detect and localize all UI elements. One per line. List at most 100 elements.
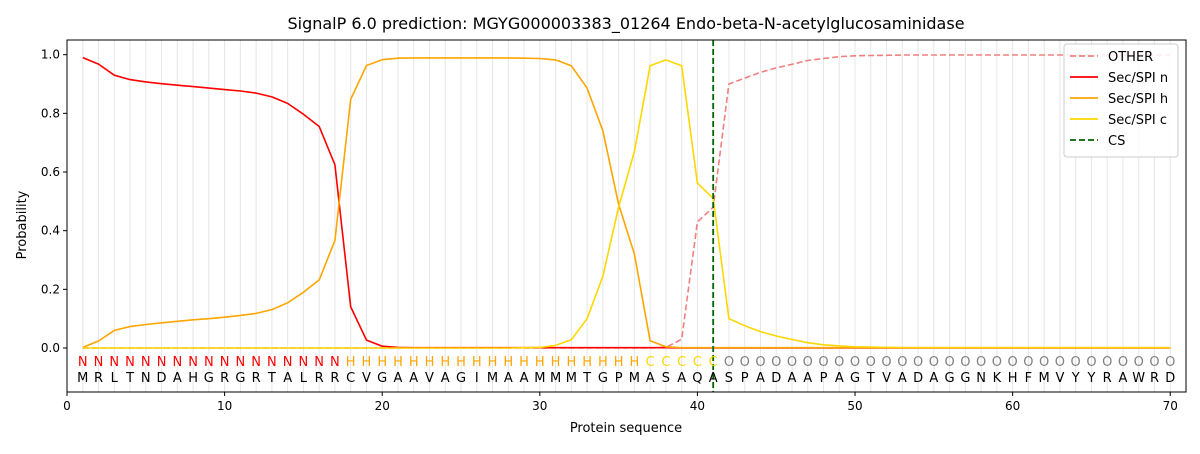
residue-label: V <box>882 371 891 386</box>
residue-label: A <box>520 371 529 386</box>
residue-label: M <box>1039 371 1050 386</box>
residue-label: M <box>534 371 545 386</box>
region-label: H <box>488 355 498 370</box>
region-label: H <box>409 355 419 370</box>
residue-label: Y <box>1071 371 1080 386</box>
region-label: O <box>976 355 986 370</box>
region-label: O <box>724 355 734 370</box>
residue-label: R <box>252 371 261 386</box>
residue-label: G <box>204 371 214 386</box>
residue-label: Y <box>1086 371 1095 386</box>
legend-label: Sec/SPI c <box>1108 113 1167 128</box>
region-label: N <box>78 355 88 370</box>
series-layer <box>82 40 1171 392</box>
x-tick-label: 0 <box>63 399 71 413</box>
region-label: O <box>881 355 891 370</box>
residue-label: S <box>725 371 733 386</box>
region-label: O <box>1008 355 1018 370</box>
residue-label: A <box>677 371 686 386</box>
y-tick-label: 0.0 <box>41 341 60 355</box>
region-label: O <box>1118 355 1128 370</box>
region-label: H <box>551 355 561 370</box>
residue-label: P <box>741 371 749 386</box>
region-label: O <box>897 355 907 370</box>
legend-label: Sec/SPI h <box>1108 92 1168 107</box>
region-label: H <box>346 355 356 370</box>
residue-label: A <box>283 371 292 386</box>
region-label: O <box>944 355 954 370</box>
region-label: H <box>598 355 608 370</box>
residue-label: I <box>475 371 479 386</box>
residue-label: A <box>709 371 718 386</box>
residue-label: V <box>425 371 434 386</box>
region-label: C <box>709 355 718 370</box>
region-label: H <box>629 355 639 370</box>
x-tick-label: 20 <box>375 399 390 413</box>
residue-label: M <box>550 371 561 386</box>
residue-label: A <box>409 371 418 386</box>
residue-label: T <box>125 371 134 386</box>
y-axis-label: Probability <box>15 190 30 259</box>
residue-label: V <box>1055 371 1064 386</box>
region-label: N <box>94 355 104 370</box>
residue-label: A <box>788 371 797 386</box>
residue-label: M <box>487 371 498 386</box>
residue-label: P <box>615 371 623 386</box>
region-label: H <box>566 355 576 370</box>
residue-label: R <box>330 371 339 386</box>
residue-label: G <box>377 371 387 386</box>
residue-label: G <box>960 371 970 386</box>
residue-label: T <box>582 371 591 386</box>
region-label: N <box>125 355 135 370</box>
residue-label: S <box>662 371 670 386</box>
residue-label: R <box>315 371 324 386</box>
region-label: H <box>519 355 529 370</box>
legend-label: OTHER <box>1108 50 1153 65</box>
region-label: O <box>1134 355 1144 370</box>
axes-layer: 0 10 20 30 40 50 60 70 0.0 0.2 0.4 0.6 0.8 1.0 <box>41 39 1187 413</box>
x-tick-label: 60 <box>1005 399 1020 413</box>
residue-label: R <box>220 371 229 386</box>
region-label: H <box>362 355 372 370</box>
region-label: H <box>503 355 513 370</box>
x-tick-label: 30 <box>532 399 547 413</box>
residue-label: P <box>820 371 828 386</box>
y-tick-label: 0.4 <box>41 224 60 238</box>
residue-label: D <box>771 371 781 386</box>
region-label: C <box>646 355 655 370</box>
region-label: O <box>818 355 828 370</box>
region-label: O <box>992 355 1002 370</box>
residue-label: A <box>803 371 812 386</box>
residue-label: G <box>235 371 245 386</box>
series-line-sec-spi-n <box>82 56 1171 349</box>
residue-label: A <box>646 371 655 386</box>
legend-label: Sec/SPI n <box>1108 71 1168 86</box>
residue-label: A <box>835 371 844 386</box>
region-label: C <box>693 355 702 370</box>
residue-label: D <box>913 371 923 386</box>
y-tick-label: 1.0 <box>41 48 60 62</box>
region-label: N <box>314 355 324 370</box>
residue-label: A <box>898 371 907 386</box>
region-label: H <box>582 355 592 370</box>
series-line-other <box>82 54 1171 349</box>
series-line-sec-spi-h <box>82 57 1171 349</box>
region-label: O <box>1071 355 1081 370</box>
region-label: O <box>1055 355 1065 370</box>
residue-label: D <box>1165 371 1175 386</box>
region-label: O <box>913 355 923 370</box>
residue-label: K <box>993 371 1002 386</box>
residue-label: G <box>598 371 608 386</box>
region-label: N <box>188 355 198 370</box>
y-tick-label: 0.2 <box>41 282 60 296</box>
region-label: O <box>850 355 860 370</box>
region-label: N <box>220 355 230 370</box>
residue-label: T <box>866 371 875 386</box>
residue-label: N <box>141 371 151 386</box>
residue-label: M <box>566 371 577 386</box>
residue-label: R <box>94 371 103 386</box>
residue-label: G <box>945 371 955 386</box>
region-label: O <box>771 355 781 370</box>
region-label: N <box>157 355 167 370</box>
region-label: O <box>1086 355 1096 370</box>
